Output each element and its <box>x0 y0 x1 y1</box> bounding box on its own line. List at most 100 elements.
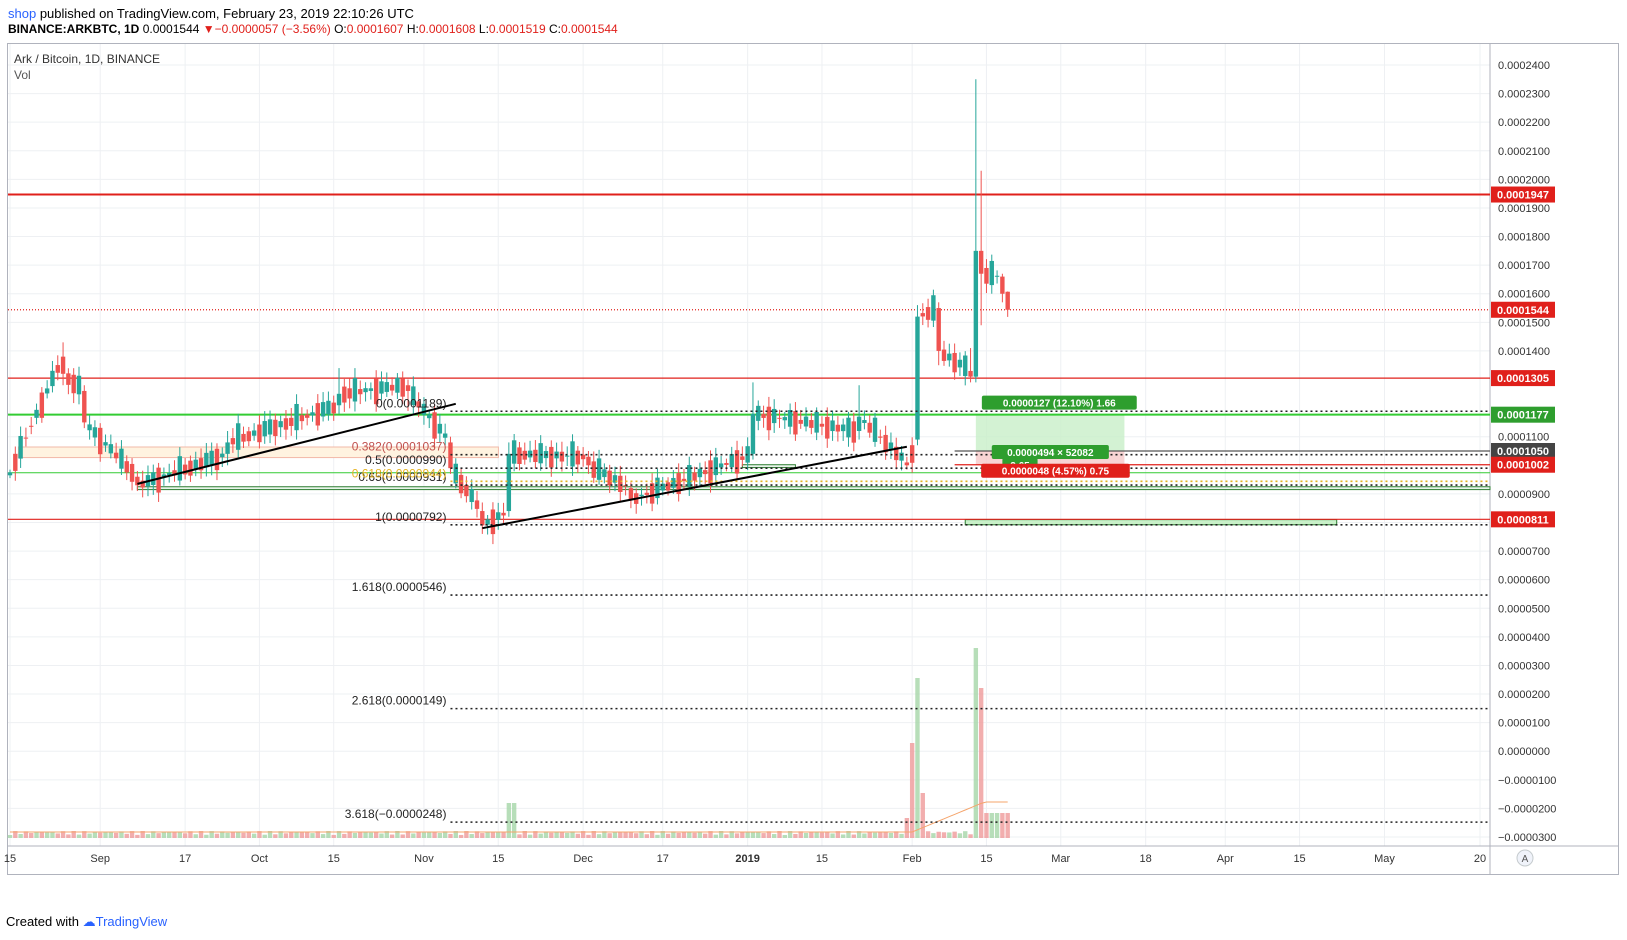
auto-scale-label: A <box>1522 854 1529 865</box>
volume-bar <box>50 831 55 838</box>
price-tick: 0.0000700 <box>1498 546 1550 558</box>
price-tick: 0.0001600 <box>1498 289 1550 301</box>
volume-bar <box>957 833 963 838</box>
candle-body <box>1000 276 1005 294</box>
volume-bar <box>915 678 920 838</box>
price-tick: 0.0000600 <box>1498 575 1550 587</box>
trend-line-1 <box>137 402 457 485</box>
volume-bar <box>135 834 140 838</box>
volume-bar <box>665 833 671 838</box>
candle-body <box>687 465 692 487</box>
candle-body <box>103 442 108 446</box>
publisher-name[interactable]: shop <box>8 6 37 21</box>
time-tick: 15 <box>4 853 16 865</box>
candle-body <box>442 433 448 438</box>
volume-bar <box>283 833 289 838</box>
volume-bar <box>119 831 124 838</box>
auto-scale-button <box>1516 849 1534 867</box>
volume-bar <box>347 831 352 838</box>
volume-bar <box>602 831 607 838</box>
candle-body <box>941 349 947 361</box>
volume-bar <box>209 831 214 838</box>
time-tick: 2019 <box>735 853 759 865</box>
candle-body <box>320 402 326 417</box>
volume-bar <box>299 832 305 838</box>
candle-body <box>708 460 713 484</box>
volume-bar <box>358 831 363 838</box>
time-tick: 20 <box>1474 853 1486 865</box>
footer-credit: Created with ☁TradingView <box>6 914 167 930</box>
volume-bar <box>872 832 878 838</box>
volume-bar <box>437 832 443 838</box>
price-tick: 0.0000300 <box>1498 660 1550 672</box>
candle-body <box>161 474 167 478</box>
volume-bar <box>565 832 570 838</box>
time-tick: Oct <box>251 853 268 865</box>
time-tick: Nov <box>414 853 434 865</box>
price-tag-bg <box>1491 456 1555 473</box>
candle-body <box>87 424 92 431</box>
candle-body <box>71 374 76 394</box>
volume-bar <box>952 831 957 838</box>
price-tick: 0.0002400 <box>1498 60 1550 72</box>
price-tick: 0.0001900 <box>1498 203 1550 215</box>
volume-bar <box>840 834 846 838</box>
price-change: ▼−0.0000057 (−3.56%) <box>202 22 331 36</box>
candle-body <box>400 378 405 397</box>
volume-bar <box>692 832 697 838</box>
candle-body <box>198 458 204 471</box>
candle-body <box>331 402 336 414</box>
volume-bar <box>559 831 565 838</box>
volume-bar <box>273 834 278 838</box>
fib-label: 0.5(0.0000990) <box>365 453 446 467</box>
candle-body <box>29 425 34 427</box>
candle-body <box>586 456 591 466</box>
volume-bar <box>655 834 660 838</box>
candle-body <box>798 419 803 424</box>
candle-body <box>98 427 103 455</box>
volume-bar <box>103 832 108 838</box>
candle-body <box>756 405 761 421</box>
high-label: H: <box>406 22 419 36</box>
volume-bar <box>575 833 581 838</box>
candle-body <box>793 411 798 435</box>
candle-body <box>257 424 262 443</box>
volume-bar <box>713 834 719 838</box>
published-text: published on TradingView.com, February 2… <box>39 6 414 21</box>
volume-bar <box>71 831 76 838</box>
candle-body <box>501 512 506 516</box>
time-tick: 15 <box>816 853 828 865</box>
volume-bar <box>214 833 220 838</box>
candle-body <box>931 295 936 321</box>
entry-badge-bg <box>991 445 1109 459</box>
volume-bar <box>634 833 639 838</box>
candle-body <box>358 389 363 395</box>
volume-bar <box>745 832 750 838</box>
volume-bar <box>267 831 273 838</box>
volume-bar <box>549 832 554 838</box>
volume-bar <box>681 831 687 838</box>
volume-bar <box>177 831 183 838</box>
candle-body <box>527 450 533 458</box>
time-tick: 17 <box>179 853 191 865</box>
volume-bar <box>416 831 421 838</box>
volume-bar <box>793 833 798 838</box>
supply-zone-box <box>17 446 499 459</box>
volume-bar <box>480 833 485 838</box>
demand-zone-box <box>136 486 1491 491</box>
candle-body <box>809 420 814 428</box>
candle-body <box>835 424 841 432</box>
position-tool: 0.0000127 (12.10%) 1.66 0.0000494 × 52082… <box>981 395 1137 478</box>
price-axis: 0.0002400 0.0002300 0.0002200 0.0002100 0.00… <box>1491 60 1556 844</box>
volume-bar <box>82 831 87 838</box>
candle-body <box>947 353 952 361</box>
tradingview-link[interactable]: TradingView <box>95 914 168 929</box>
volume-bar <box>39 832 45 838</box>
fib-label: 0.618(0.0000944) <box>352 466 447 480</box>
candle-body <box>655 477 660 499</box>
candle-body <box>156 467 161 493</box>
volume-bar <box>596 834 602 838</box>
volume-bar <box>326 831 331 838</box>
volume-bar <box>522 831 527 838</box>
